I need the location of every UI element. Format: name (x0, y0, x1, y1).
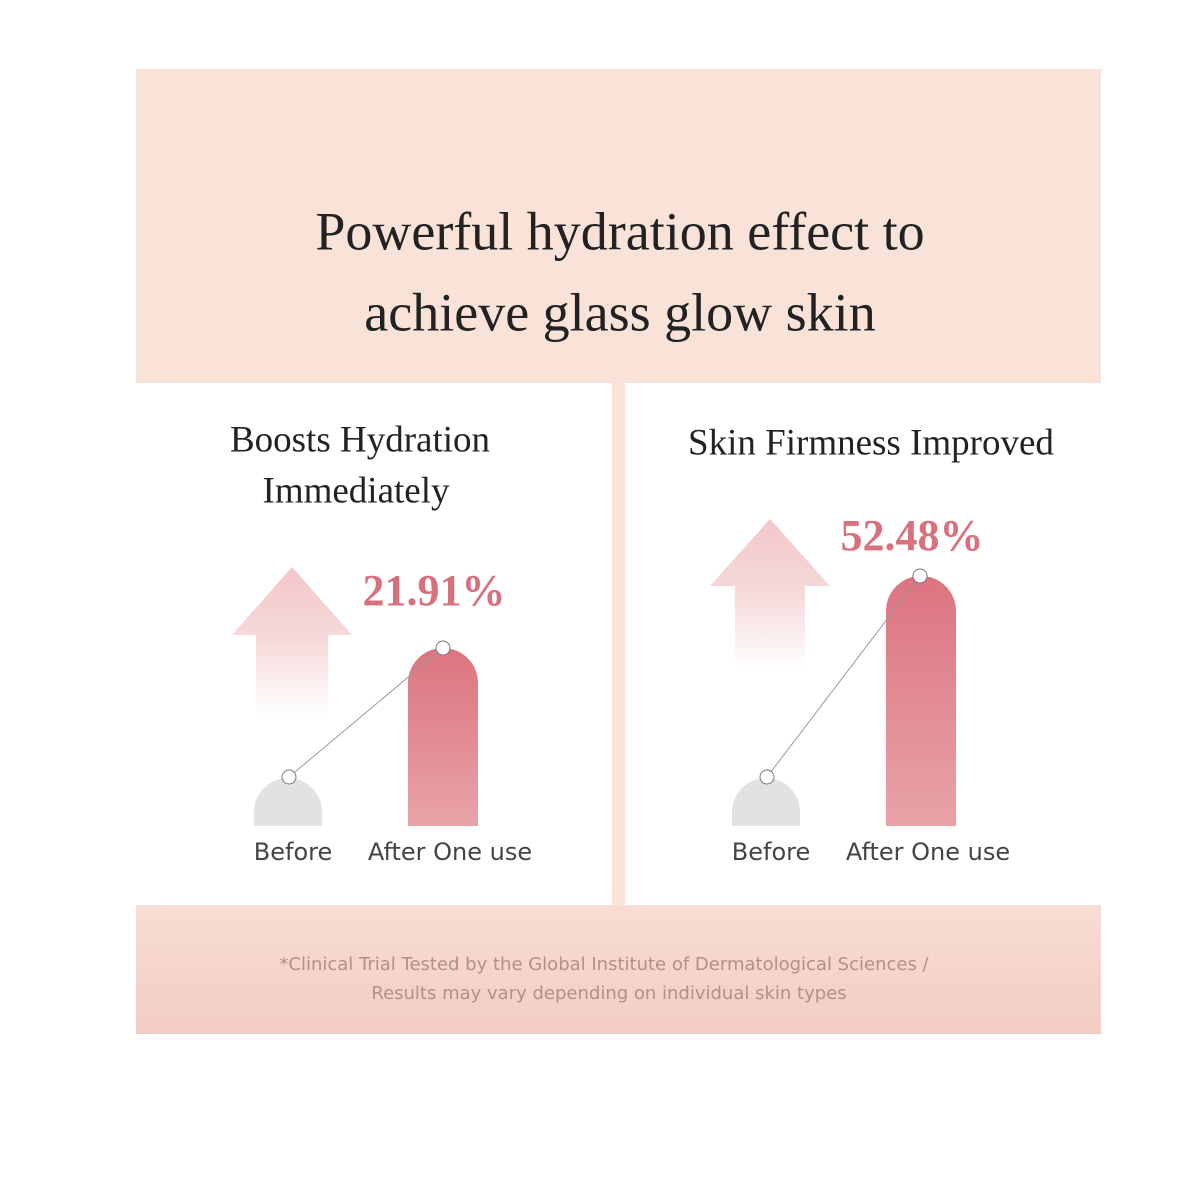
bar-label: After One use (368, 838, 532, 866)
after-bar (886, 576, 956, 826)
footer-band (136, 906, 1101, 1034)
point (759, 769, 775, 785)
bar-label: After One use (846, 838, 1010, 866)
arrow (710, 519, 830, 670)
footnote: Results may vary depending on individual… (371, 983, 846, 1004)
bar-label: Before (732, 838, 810, 866)
point (435, 640, 451, 656)
footnote: *Clinical Trial Tested by the Global Ins… (279, 954, 929, 975)
title: Powerful hydration effect to (315, 201, 924, 261)
panel-heading: Immediately (263, 470, 450, 511)
before-bar (732, 778, 800, 826)
header-band (136, 69, 1101, 383)
title: achieve glass glow skin (364, 282, 875, 342)
point (281, 769, 297, 785)
connector (288, 647, 444, 778)
percent-label: 52.48% (841, 511, 984, 560)
left-panel (136, 383, 612, 905)
arrow (232, 567, 352, 715)
bar-label: Before (254, 838, 332, 866)
panel-heading: Boosts Hydration (230, 419, 490, 460)
panel-heading: Skin Firmness Improved (688, 422, 1054, 463)
right-panel (625, 383, 1101, 905)
percent-label: 21.91% (363, 566, 506, 615)
point (912, 568, 928, 584)
after-bar (408, 648, 478, 826)
before-bar (254, 778, 322, 826)
connector (766, 575, 921, 778)
